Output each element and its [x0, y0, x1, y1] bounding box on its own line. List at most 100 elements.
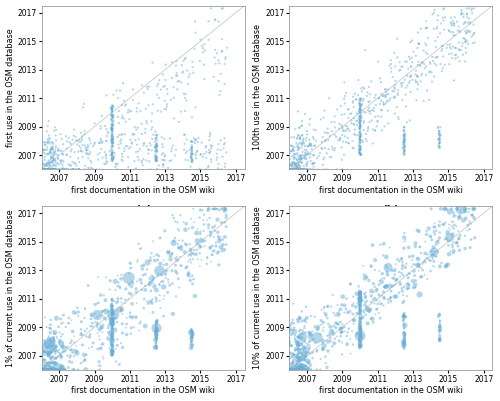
- Point: [115, 120, 123, 126]
- Point: [398, 64, 406, 70]
- Point: [404, 286, 412, 292]
- Point: [458, 9, 466, 16]
- Point: [163, 101, 171, 107]
- Point: [438, 43, 446, 49]
- Point: [462, 215, 469, 222]
- Point: [440, 236, 448, 243]
- Point: [42, 367, 50, 373]
- Point: [219, 247, 227, 253]
- Point: [182, 156, 190, 163]
- Point: [108, 310, 116, 316]
- Point: [295, 358, 303, 365]
- Point: [307, 140, 315, 147]
- Point: [108, 113, 116, 119]
- Point: [114, 283, 122, 289]
- Point: [120, 115, 128, 122]
- Point: [186, 277, 194, 284]
- Point: [308, 143, 316, 149]
- Point: [293, 157, 301, 163]
- Point: [108, 306, 116, 312]
- Point: [101, 123, 109, 129]
- Point: [302, 363, 310, 369]
- Point: [456, 232, 464, 239]
- Point: [42, 367, 50, 373]
- Point: [370, 300, 378, 307]
- Point: [152, 342, 160, 348]
- Point: [59, 141, 67, 148]
- Point: [90, 120, 98, 127]
- Point: [110, 315, 118, 322]
- Point: [172, 218, 179, 225]
- Point: [296, 166, 304, 172]
- Point: [49, 154, 57, 161]
- Point: [108, 304, 116, 310]
- Point: [338, 329, 346, 335]
- Point: [458, 215, 466, 221]
- Point: [108, 304, 116, 310]
- Point: [126, 282, 134, 288]
- Point: [442, 206, 450, 213]
- Point: [46, 166, 54, 172]
- Point: [215, 238, 223, 244]
- Point: [155, 95, 163, 101]
- Point: [349, 341, 357, 348]
- Point: [401, 339, 409, 345]
- Point: [294, 166, 302, 172]
- Point: [400, 124, 408, 131]
- Point: [132, 149, 140, 155]
- Point: [342, 128, 349, 134]
- Point: [156, 305, 164, 311]
- Point: [400, 145, 408, 152]
- Point: [356, 330, 364, 336]
- Point: [378, 107, 386, 113]
- Point: [168, 268, 176, 274]
- Point: [356, 150, 364, 156]
- Point: [198, 207, 206, 213]
- Point: [51, 166, 59, 172]
- Point: [295, 367, 303, 373]
- Point: [293, 166, 301, 172]
- Point: [108, 152, 116, 158]
- Point: [136, 108, 144, 114]
- Point: [85, 135, 93, 142]
- Point: [168, 280, 176, 287]
- Point: [42, 365, 50, 371]
- Point: [108, 127, 116, 134]
- Point: [188, 334, 196, 341]
- Point: [408, 55, 416, 61]
- Point: [57, 367, 65, 373]
- Point: [222, 212, 230, 218]
- Point: [108, 296, 116, 302]
- Point: [40, 147, 48, 153]
- Point: [152, 327, 160, 334]
- Point: [108, 336, 116, 343]
- Point: [451, 45, 459, 51]
- Point: [108, 139, 116, 146]
- Point: [150, 253, 158, 259]
- Point: [292, 166, 300, 172]
- Point: [112, 278, 120, 285]
- Point: [54, 155, 62, 162]
- Point: [109, 326, 117, 333]
- Point: [108, 323, 116, 329]
- Point: [48, 365, 56, 371]
- Point: [139, 272, 147, 278]
- Point: [132, 314, 140, 320]
- Point: [356, 115, 364, 121]
- Point: [43, 166, 51, 172]
- Point: [294, 364, 302, 370]
- Point: [108, 156, 116, 162]
- Point: [297, 367, 305, 373]
- Point: [470, 39, 478, 46]
- Point: [356, 102, 364, 108]
- Point: [298, 356, 306, 362]
- Point: [371, 267, 379, 273]
- Point: [68, 146, 76, 152]
- Point: [294, 355, 302, 361]
- Point: [152, 158, 160, 164]
- Point: [108, 325, 116, 331]
- Point: [334, 311, 342, 318]
- Point: [128, 279, 136, 285]
- Point: [436, 145, 444, 151]
- Point: [288, 316, 296, 323]
